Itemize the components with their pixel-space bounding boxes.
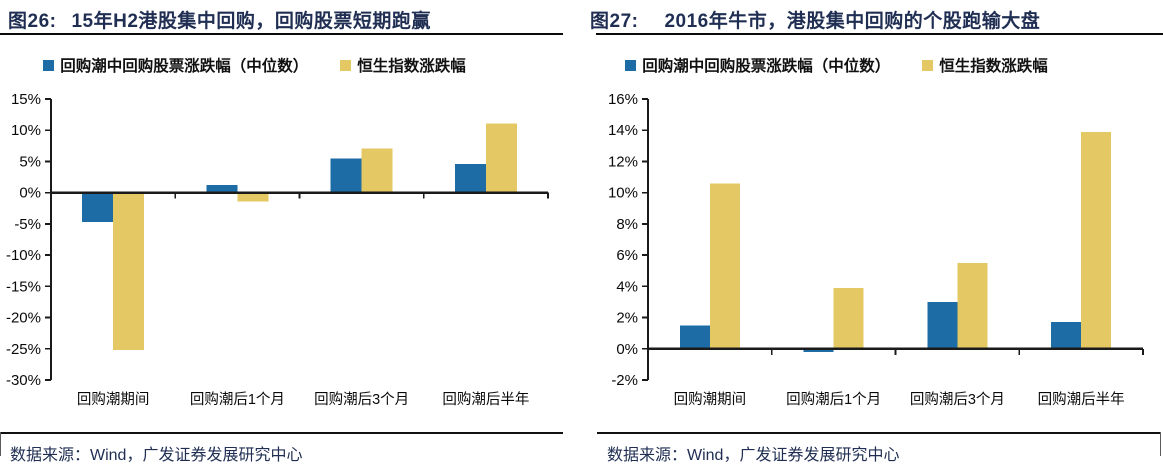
bar-chart-figure-26: 15% 10% 5% 0% -5% -10% -15% -20% -25% -30% 回购潮期间 回购… [6,91,549,408]
y-tick-label: 0% [616,341,638,358]
y-tick-label: -15% [6,278,41,295]
figure-26-title: 图26: 15年H2港股集中回购，回购股票短期跑赢 [8,6,431,33]
gold-series-swatch [922,59,934,71]
bar-series0-cat0 [679,325,710,349]
bar-series0-cat1 [206,185,238,193]
y-tick-label: 12% [608,153,638,170]
bar-series1-cat2 [361,148,393,193]
legend-label-buyback: 回购潮中回购股票涨跌幅（中位数） [642,58,891,75]
category-label: 回购潮后1个月 [786,391,881,408]
legend-item-buyback: 回购潮中回购股票涨跌幅（中位数） [625,54,890,76]
y-tick-label: 4% [616,278,638,295]
legend: 回购潮中回购股票涨跌幅（中位数） 恒生指数涨跌幅 [0,54,581,76]
category-label: 回购潮期间 [674,391,747,408]
category-label: 回购潮后3个月 [314,391,409,408]
table-border-tick [1160,432,1161,456]
legend: 回购潮中回购股票涨跌幅（中位数） 恒生指数涨跌幅 [582,54,1163,76]
y-tick-label: -20% [6,310,41,327]
y-tick-label: 8% [616,216,638,233]
blue-series-swatch [625,59,637,71]
y-tick-label: 16% [608,91,638,108]
figure-26-label: 图26: [8,11,57,32]
gold-series-swatch [340,59,352,71]
legend-label-buyback: 回购潮中回购股票涨跌幅（中位数） [60,58,309,75]
legend-label-hsi: 恒生指数涨跌幅 [357,58,466,75]
bar-series0-cat1 [803,348,834,352]
y-tick-label: -2% [611,372,638,389]
title-underline [596,33,1163,35]
bar-series0-cat0 [82,192,114,223]
bar-series1-cat0 [709,183,740,349]
source-note: 数据来源：Wind，广发证券发展研究中心 [607,447,900,464]
source-divider [597,432,1160,434]
bar-series1-cat3 [485,123,517,193]
legend-label-hsi: 恒生指数涨跌幅 [939,58,1048,75]
y-tick-label: -30% [6,372,41,389]
bar-series0-cat2 [330,158,362,193]
figure-27-label: 图27: [590,11,639,32]
source-divider [0,432,563,434]
bar-series0-cat3 [454,163,486,193]
blue-series-swatch [43,59,55,71]
category-label: 回购潮后半年 [1038,391,1125,408]
y-tick-label: -5% [14,216,41,233]
bar-series0-cat3 [1051,322,1082,349]
y-tick-label: 2% [616,310,638,327]
y-tick-label: 5% [19,153,41,170]
bar-series1-cat2 [957,262,988,349]
table-border-tick [0,432,1,456]
y-tick-label: 14% [608,122,638,139]
category-label: 回购潮后1个月 [190,391,285,408]
figure-27-title: 图27: 2016年牛市，港股集中回购的个股跑输大盘 [590,6,1040,33]
category-label: 回购潮后3个月 [910,391,1005,408]
bar-series1-cat1 [833,287,864,349]
bar-chart-figure-27: 16% 14% 12% 10% 8% 6% 4% 2% 0% -2% 回购潮期间 回购潮后1个月 回购潮… [608,91,1144,408]
bar-series1-cat0 [113,192,145,351]
legend-item-buyback: 回购潮中回购股票涨跌幅（中位数） [43,54,308,76]
figure-26-panel: 图26: 15年H2港股集中回购，回购股票短期跑赢 回购潮中回购股票涨跌幅（中位数… [0,0,581,467]
bar-series0-cat2 [927,301,958,349]
y-tick-label: -10% [6,247,41,264]
y-tick-label: 0% [19,185,41,202]
y-tick-label: 10% [608,185,638,202]
y-tick-label: 6% [616,247,638,264]
figure-27-panel: 图27: 2016年牛市，港股集中回购的个股跑输大盘 回购潮中回购股票涨跌幅（中位… [582,0,1163,467]
y-tick-label: 15% [11,91,41,108]
legend-item-hsi: 恒生指数涨跌幅 [922,54,1048,76]
y-tick-label: 10% [11,122,41,139]
figure-26-title-text: 15年H2港股集中回购，回购股票短期跑赢 [71,11,431,32]
bar-series1-cat3 [1081,131,1112,349]
figure-27-title-text: 2016年牛市，港股集中回购的个股跑输大盘 [664,11,1041,32]
category-label: 回购潮期间 [77,391,150,408]
legend-item-hsi: 恒生指数涨跌幅 [340,54,466,76]
title-underline [0,33,563,35]
source-note: 数据来源：Wind，广发证券发展研究中心 [10,447,303,464]
category-label: 回购潮后半年 [442,391,529,408]
y-tick-label: -25% [6,341,41,358]
bar-series1-cat1 [237,192,269,202]
